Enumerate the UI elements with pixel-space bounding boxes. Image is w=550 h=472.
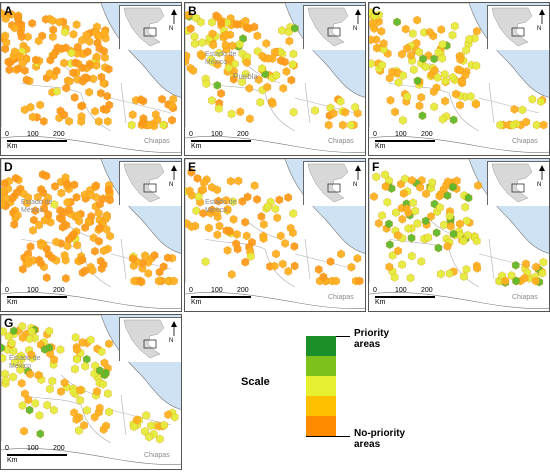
inset-locator-map: N [487, 161, 549, 206]
panel-letter: A [4, 4, 13, 18]
legend-bottom-label: No-priority areas [354, 428, 406, 450]
scale-bar: 0 100 200 Km [189, 287, 259, 309]
north-arrow-label: N [537, 26, 541, 32]
map-panel-g: N G Estado de México Chiapas 0 100 200 Km [0, 314, 182, 470]
state-label-puebla: Puebla [233, 72, 258, 81]
map-canvas [185, 3, 365, 155]
map-panel-f: N F Chiapas 0 100 200 Km [368, 158, 550, 312]
scale-bar: 0 100 200 Km [5, 287, 75, 309]
legend-swatches [306, 336, 336, 436]
panel-letter: F [372, 160, 380, 174]
inset-locator-map: N [487, 5, 549, 50]
legend-swatch-3 [306, 396, 336, 416]
panel-letter: G [4, 316, 14, 330]
north-arrow-label: N [169, 338, 173, 344]
state-label-chiapas: Chiapas [328, 138, 354, 145]
legend-title: Scale [241, 376, 270, 388]
north-arrow-label: N [169, 26, 173, 32]
panel-letter: B [188, 4, 197, 18]
panel-letter: C [372, 4, 381, 18]
panel-letter: E [188, 160, 197, 174]
legend-bottom-tick [306, 436, 350, 437]
state-label-chiapas: Chiapas [144, 138, 170, 145]
legend-swatch-1 [306, 356, 336, 376]
inset-locator-map: N [303, 5, 365, 50]
map-canvas [369, 3, 549, 155]
panel-letter: D [4, 160, 13, 174]
scale-bar: 0 100 200 Km [373, 131, 443, 153]
state-label-edomex: Estado de México [205, 51, 237, 66]
legend-swatch-0 [306, 336, 336, 356]
state-label-chiapas: Chiapas [328, 294, 354, 301]
state-label-chiapas: Chiapas [144, 452, 170, 459]
scale-bar: 0 100 200 Km [5, 445, 75, 467]
north-arrow-label: N [169, 182, 173, 188]
scale-bar: 0 100 200 Km [189, 131, 259, 153]
north-arrow-label: N [537, 182, 541, 188]
color-scale-legend: Scale Priority areas No-priority areas [186, 314, 550, 472]
map-panel-a: N A Chiapas 0 100 200 Km [0, 2, 182, 156]
state-label-edomex: Estado de México [21, 199, 53, 214]
map-canvas [185, 159, 365, 311]
legend-swatch-2 [306, 376, 336, 396]
legend-top-label: Priority areas [354, 328, 390, 350]
north-arrow-label: N [353, 182, 357, 188]
scale-bar: 0 100 200 Km [5, 131, 75, 153]
inset-locator-map: N [119, 161, 181, 206]
map-canvas [1, 159, 181, 311]
inset-locator-map: N [119, 317, 181, 362]
map-panel-c: N C Chiapas 0 100 200 Km [368, 2, 550, 156]
inset-locator-map: N [119, 5, 181, 50]
state-label-chiapas: Chiapas [512, 294, 538, 301]
state-label-chiapas: Chiapas [512, 138, 538, 145]
map-panel-b: N B Estado de México Puebla Chiapas 0 100… [184, 2, 366, 156]
state-label-edomex: Estado de México [9, 355, 41, 370]
legend-top-tick [336, 336, 350, 337]
legend-swatch-4 [306, 416, 336, 436]
scale-bar: 0 100 200 Km [373, 287, 443, 309]
inset-locator-map: N [303, 161, 365, 206]
north-arrow-label: N [353, 26, 357, 32]
map-panel-e: N E Estado de México Chiapas 0 100 200 Km [184, 158, 366, 312]
map-panel-d: N D Estado de México 0 100 200 Km [0, 158, 182, 312]
state-label-edomex: Estado de México [205, 199, 237, 214]
